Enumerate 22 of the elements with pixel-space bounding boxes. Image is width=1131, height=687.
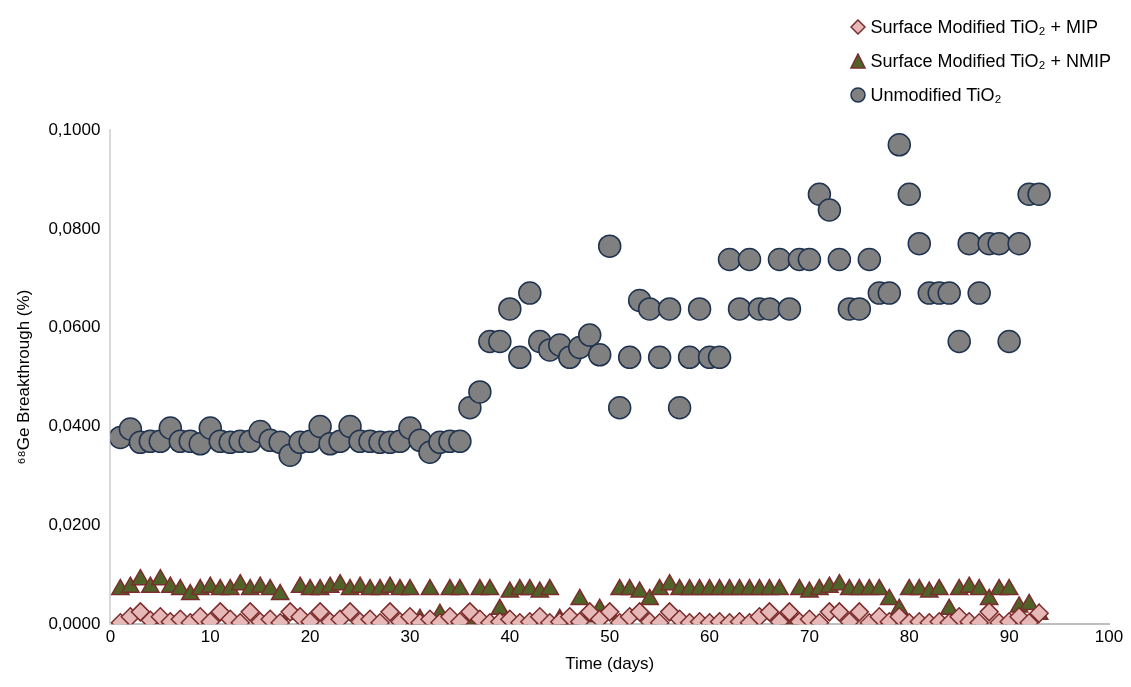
x-tick-label: 90 (999, 627, 1019, 647)
x-tick-label: 80 (899, 627, 919, 647)
y-tick-label: 0,1000 (48, 119, 101, 139)
x-tick-label: 100 (1094, 627, 1124, 647)
x-tick-label: 20 (300, 627, 320, 647)
x-tick-label: 0 (105, 627, 116, 647)
x-tick-label: 60 (700, 627, 720, 647)
y-tick-label: 0,0000 (48, 613, 101, 633)
x-tick-label: 30 (400, 627, 420, 647)
x-tick-label: 50 (600, 627, 620, 647)
y-tick-label: 0,0800 (48, 218, 101, 238)
legend-label: Surface Modified TiO₂ + MIP (870, 16, 1098, 38)
legend-label: Surface Modified TiO₂ + NMIP (870, 50, 1111, 72)
y-tick-label: 0,0200 (48, 515, 101, 535)
x-tick-label: 40 (500, 627, 520, 647)
legend-label: Unmodified TiO₂ (870, 84, 1002, 106)
y-axis-title: ⁶⁸Ge Breakthrough (%) (13, 289, 33, 465)
y-tick-label: 0,0400 (48, 416, 101, 436)
x-tick-label: 10 (200, 627, 220, 647)
x-tick-label: 70 (799, 627, 819, 647)
y-tick-label: 0,0600 (48, 317, 101, 337)
x-axis-title: Time (days) (565, 654, 655, 674)
